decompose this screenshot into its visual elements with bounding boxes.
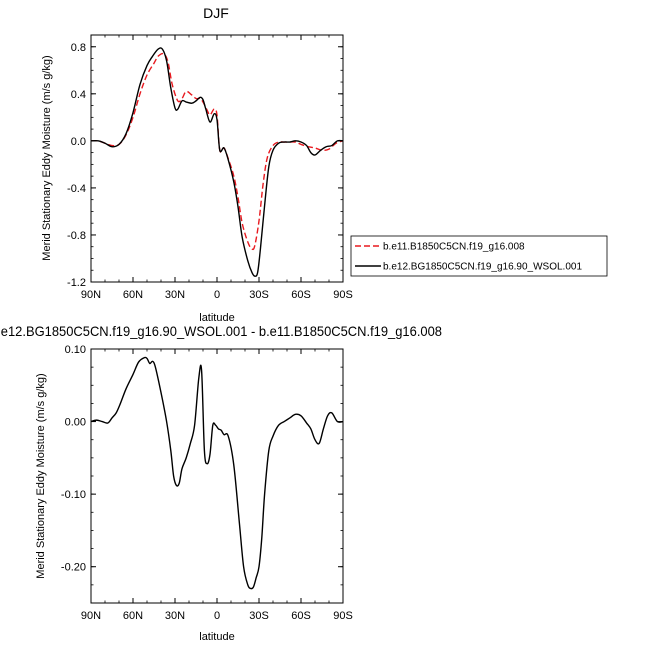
bottom-series-line-1 (91, 356, 343, 590)
bottom-x-axis-label: latitude (199, 631, 234, 643)
top-y-tick-label: 0.8 (71, 42, 86, 54)
bottom-x-tick-label: 30S (249, 610, 269, 622)
bottom-y-axis: -0.20 -0.10 0.00 0.10 (61, 344, 343, 604)
bottom-y-tick-label: 0.00 (65, 417, 86, 429)
top-y-tick-label: -1.2 (67, 277, 86, 289)
top-chart-title: DJF (203, 5, 229, 21)
top-x-tick-label: 90N (81, 289, 101, 301)
top-x-tick-label: 90S (333, 289, 353, 301)
top-x-tick-label: 60S (291, 289, 311, 301)
bottom-x-tick-label: 90S (333, 610, 353, 622)
top-x-tick-label: 60N (123, 289, 143, 301)
top-series-line-2 (91, 47, 343, 277)
bottom-x-tick-label: 90N (81, 610, 101, 622)
legend: b.e11.B1850C5CN.f19_g16.008 b.e12.BG1850… (350, 235, 608, 277)
top-x-tick-label: 30N (165, 289, 185, 301)
top-x-tick-label: 0 (214, 289, 220, 301)
top-series-line-1 (91, 52, 343, 251)
bottom-x-tick-label: 0 (214, 610, 220, 622)
top-x-axis: 90N 60N 30N 0 30S 60S 90S (81, 35, 353, 301)
bottom-y-tick-label: -0.10 (61, 489, 86, 501)
bottom-x-tick-label: 30N (165, 610, 185, 622)
legend-box (350, 235, 608, 277)
top-y-tick-label: -0.4 (67, 183, 86, 195)
bottom-chart-panel: b.e12.BG1850C5CN.f19_g16.90_WSOL.001 - b… (0, 323, 442, 643)
bottom-chart-title: b.e12.BG1850C5CN.f19_g16.90_WSOL.001 - b… (0, 323, 442, 339)
top-chart-panel: DJF 90N 60N 30N 0 30S 60S 90S -1.2 -0.8 -0.4 0.0 0… (41, 5, 353, 324)
bottom-x-axis: 90N 60N 30N 0 30S 60S 90S (81, 349, 353, 622)
top-x-axis-label: latitude (199, 312, 234, 324)
top-y-tick-label: 0.4 (71, 89, 86, 101)
bottom-x-tick-label: 60N (123, 610, 143, 622)
top-y-tick-label: 0.0 (71, 136, 86, 148)
bottom-plot-frame (90, 348, 344, 604)
top-y-axis-label: Merid Stationary Eddy Moisture (m/s g/kg… (41, 55, 53, 260)
top-plot-frame (90, 34, 344, 283)
top-x-tick-label: 30S (249, 289, 269, 301)
legend-entry-series-1: b.e11.B1850C5CN.f19_g16.008 (383, 242, 525, 253)
bottom-y-tick-label: -0.20 (61, 562, 86, 574)
top-y-tick-label: -0.8 (67, 230, 86, 242)
bottom-y-axis-label: Merid Stationary Eddy Moisture (m/s g/kg… (35, 373, 47, 578)
top-y-axis: -1.2 -0.8 -0.4 0.0 0.4 0.8 (67, 34, 343, 289)
bottom-x-tick-label: 60S (291, 610, 311, 622)
legend-entry-series-2: b.e12.BG1850C5CN.f19_g16.90_WSOL.001 (383, 262, 582, 273)
bottom-y-tick-label: 0.10 (65, 344, 86, 356)
